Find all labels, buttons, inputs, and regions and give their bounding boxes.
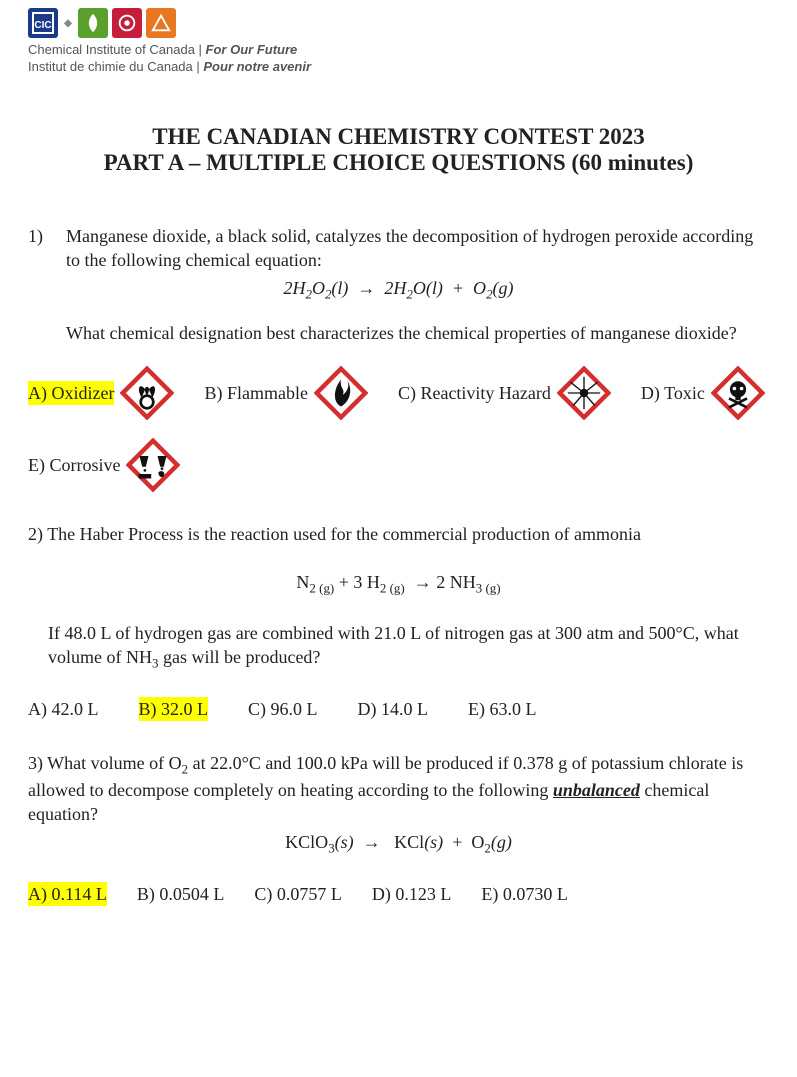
logo-leaf-icon bbox=[78, 8, 108, 38]
title-line-1: THE CANADIAN CHEMISTRY CONTEST 2023 bbox=[28, 124, 769, 150]
q1-option-a-label: A) Oxidizer bbox=[28, 381, 114, 405]
flammable-hazard-icon bbox=[314, 366, 368, 420]
q1-option-b[interactable]: B) Flammable bbox=[204, 366, 367, 420]
logo-flask-icon bbox=[146, 8, 176, 38]
q1-option-b-label: B) Flammable bbox=[204, 381, 307, 405]
q2-equation: N2 (g) + 3 H2 (g) → 2 NH3 (g) bbox=[28, 570, 769, 597]
logo-cic-icon: CIC bbox=[28, 8, 58, 38]
q2-option-c[interactable]: C) 96.0 L bbox=[248, 697, 318, 721]
org-name-en: Chemical Institute of Canada | For Our F… bbox=[28, 42, 769, 59]
logo-gear-icon bbox=[112, 8, 142, 38]
oxidizer-hazard-icon bbox=[120, 366, 174, 420]
question-1: 1) Manganese dioxide, a black solid, cat… bbox=[28, 224, 769, 492]
q2-option-e[interactable]: E) 63.0 L bbox=[468, 697, 536, 721]
contest-title: THE CANADIAN CHEMISTRY CONTEST 2023 PART… bbox=[28, 124, 769, 176]
org-logos: CIC ◆ bbox=[28, 8, 769, 38]
q2-option-a[interactable]: A) 42.0 L bbox=[28, 697, 99, 721]
question-3: 3) What volume of O2 at 22.0°C and 100.0… bbox=[28, 751, 769, 906]
logo-divider-icon: ◆ bbox=[62, 8, 74, 38]
toxic-hazard-icon bbox=[711, 366, 765, 420]
reactivity-hazard-icon bbox=[557, 366, 611, 420]
q1-option-a[interactable]: A) Oxidizer bbox=[28, 366, 174, 420]
q1-option-c[interactable]: C) Reactivity Hazard bbox=[398, 366, 611, 420]
q3-option-c[interactable]: C) 0.0757 L bbox=[254, 882, 342, 906]
question-2: 2) The Haber Process is the reaction use… bbox=[28, 522, 769, 721]
q2-stem-a: 2) The Haber Process is the reaction use… bbox=[28, 522, 769, 546]
title-line-2: PART A – MULTIPLE CHOICE QUESTIONS (60 m… bbox=[28, 150, 769, 176]
q2-option-d[interactable]: D) 14.0 L bbox=[358, 697, 429, 721]
q3-option-e[interactable]: E) 0.0730 L bbox=[481, 882, 567, 906]
q3-option-b[interactable]: B) 0.0504 L bbox=[137, 882, 225, 906]
q2-option-b[interactable]: B) 32.0 L bbox=[139, 697, 209, 721]
q1-equation: 2H2O2(l) → 2H2O(l) + O2(g) bbox=[28, 276, 769, 303]
q3-stem: 3) What volume of O2 at 22.0°C and 100.0… bbox=[28, 751, 769, 827]
svg-text:CIC: CIC bbox=[34, 20, 51, 31]
q1-option-e[interactable]: E) Corrosive bbox=[28, 438, 180, 492]
q3-equation: KClO3(s) → KCl(s) + O2(g) bbox=[28, 830, 769, 857]
q1-option-e-label: E) Corrosive bbox=[28, 453, 120, 477]
q1-option-d[interactable]: D) Toxic bbox=[641, 366, 765, 420]
q1-stem-b: What chemical designation best character… bbox=[66, 321, 769, 345]
q1-option-d-label: D) Toxic bbox=[641, 381, 705, 405]
q1-option-c-label: C) Reactivity Hazard bbox=[398, 381, 551, 405]
corrosive-hazard-icon bbox=[126, 438, 180, 492]
org-name-fr: Institut de chimie du Canada | Pour notr… bbox=[28, 59, 769, 76]
q3-option-d[interactable]: D) 0.123 L bbox=[372, 882, 452, 906]
q1-stem-a: Manganese dioxide, a black solid, cataly… bbox=[66, 224, 769, 273]
q3-option-a[interactable]: A) 0.114 L bbox=[28, 882, 107, 906]
q2-stem-b: If 48.0 L of hydrogen gas are combined w… bbox=[48, 621, 769, 672]
q1-number: 1) bbox=[28, 224, 66, 273]
